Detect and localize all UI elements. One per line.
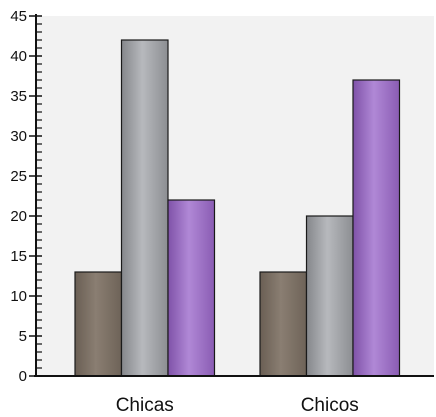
category-label-chicos: Chicos — [301, 395, 359, 416]
bar-chicos-series-1 — [259, 271, 308, 377]
axes-layer: Chicas Chicos 0 5 10 15 20 25 30 35 40 45 — [10, 8, 434, 416]
y-tick-label-40: 40 — [10, 48, 27, 65]
y-tick-label-15: 15 — [10, 248, 27, 265]
y-tick-label-25: 25 — [10, 168, 27, 185]
y-tick-label-0: 0 — [19, 368, 27, 385]
bar-chicas-series-2 — [120, 39, 169, 377]
y-tick-label-20: 20 — [10, 208, 27, 225]
bars-layer — [74, 39, 401, 377]
y-tick-label-30: 30 — [10, 128, 27, 145]
y-tick-label-5: 5 — [19, 328, 27, 345]
bar-chicos-series-2 — [305, 215, 354, 377]
bar-chicos-series-3 — [352, 79, 401, 377]
bar-chicas-series-1 — [74, 271, 123, 377]
y-tick-label-10: 10 — [10, 288, 27, 305]
y-tick-label-45: 45 — [10, 8, 27, 25]
y-tick-label-35: 35 — [10, 88, 27, 105]
category-label-chicas: Chicas — [116, 395, 174, 416]
bar-chicas-series-3 — [167, 199, 216, 377]
